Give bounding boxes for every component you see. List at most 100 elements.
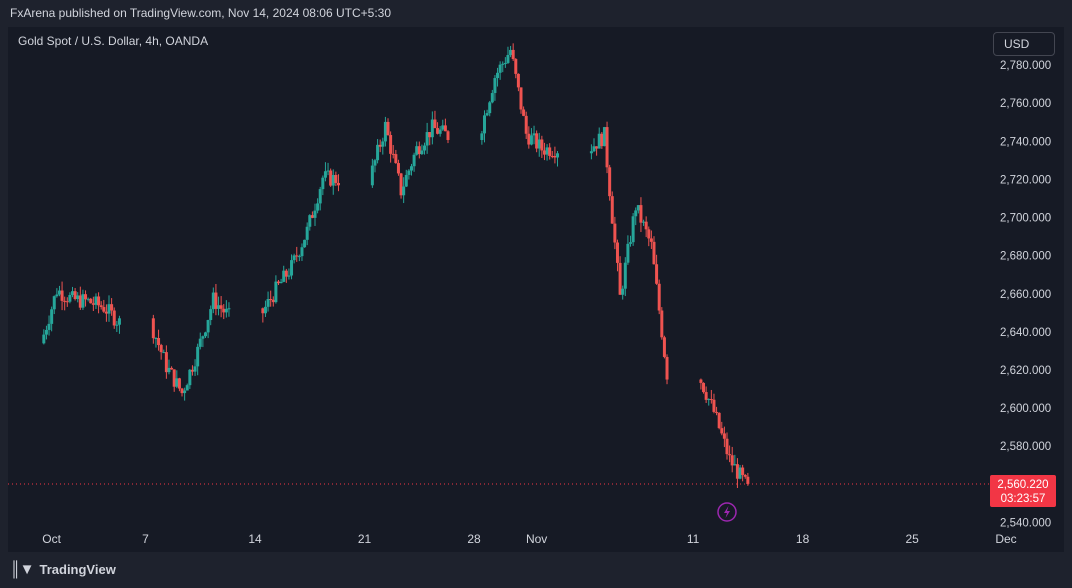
candle-body (170, 367, 174, 370)
candle-body (323, 171, 327, 178)
x-tick-label: 11 (687, 532, 700, 546)
candle-body (292, 255, 296, 261)
candle-body (493, 78, 497, 94)
candle-body (488, 102, 492, 114)
candle-body (219, 305, 223, 309)
candle-body (430, 119, 434, 138)
candle-body (313, 210, 317, 218)
candle-body (318, 189, 322, 204)
candle-body (642, 221, 646, 223)
candle-body (42, 334, 46, 344)
candle-body (409, 166, 413, 171)
y-tick-label: 2,600.000 (1000, 403, 1051, 415)
candle-body (198, 338, 202, 347)
candle-body (117, 318, 121, 325)
lightning-bolt-icon (724, 506, 730, 518)
candle-body (180, 388, 184, 394)
candle-body (662, 337, 666, 357)
candle-body (540, 139, 544, 151)
candle-body (97, 296, 101, 306)
candle-body (423, 145, 427, 151)
candle-body (722, 433, 726, 439)
candle-body (498, 64, 502, 73)
candle-body (589, 151, 593, 154)
candle-body (396, 163, 400, 174)
x-tick-label: Nov (526, 532, 547, 546)
candle-body (647, 229, 651, 239)
candle-body (271, 299, 275, 303)
candle-body (336, 182, 340, 186)
candle-body (381, 141, 385, 147)
candle-body (167, 367, 171, 373)
candle-body (274, 281, 278, 303)
candle-body (57, 290, 61, 295)
candle-body (370, 165, 374, 186)
candle-body (621, 288, 625, 295)
candle-body (649, 238, 653, 242)
candle-body (524, 115, 528, 134)
candle-body (509, 49, 513, 55)
candle-body (172, 369, 176, 387)
candle-body (76, 295, 80, 300)
candle-body (496, 72, 500, 79)
candle-body (295, 255, 299, 257)
candle-body (655, 264, 659, 284)
candle-body (326, 170, 330, 172)
candle-body (660, 310, 664, 338)
candle-body (441, 125, 445, 130)
candle-body (282, 270, 286, 282)
symbol-title[interactable]: Gold Spot / U.S. Dollar, 4h, OANDA (18, 34, 209, 48)
candle-body (402, 186, 406, 196)
candle-body (605, 127, 609, 168)
candle-body (224, 308, 228, 313)
candle-body (522, 109, 526, 116)
candle-body (261, 308, 265, 314)
candle-body (420, 150, 424, 155)
price-chart[interactable]: 2,780.000 2,760.000 2,740.000 2,720.000 2,70… (8, 27, 1064, 552)
candle-body (91, 303, 95, 305)
candle-body (383, 121, 387, 142)
y-tick-label: 2,680.000 (1000, 251, 1051, 263)
y-tick-label: 2,720.000 (1000, 174, 1051, 186)
candle-body (399, 173, 403, 196)
candle-body (490, 93, 494, 103)
candle-body (391, 153, 395, 155)
candle-body (316, 203, 320, 211)
candle-body (529, 135, 533, 145)
candle-body (741, 467, 745, 475)
x-tick-label: 14 (248, 532, 262, 546)
candle-body (618, 262, 622, 295)
y-tick-label: 2,580.000 (1000, 441, 1051, 453)
candle-body (610, 196, 614, 224)
y-tick-label: 2,660.000 (1000, 289, 1051, 301)
candle-body (712, 399, 716, 412)
candle-body (511, 49, 515, 60)
candle-body (634, 210, 638, 217)
last-price-badge (990, 474, 1056, 507)
candle-body (556, 153, 560, 158)
candle-body (227, 308, 231, 310)
currency-button[interactable]: USD (993, 32, 1055, 56)
candle-body (535, 133, 539, 149)
candle-body (665, 356, 669, 380)
candle-body (592, 146, 596, 152)
tradingview-brand[interactable]: ║▼ TradingView (10, 561, 116, 578)
candle-body (47, 323, 51, 330)
candle-body (519, 87, 523, 110)
candle-body (425, 132, 429, 146)
candle-body (553, 155, 557, 158)
x-tick-label: 21 (358, 532, 372, 546)
last-price-label: 2,560.220 (997, 479, 1048, 491)
candle-body (394, 154, 398, 164)
candle-body (68, 294, 72, 302)
candle-body (412, 154, 416, 167)
candle-body (602, 127, 606, 147)
candle-body (389, 135, 393, 154)
chart-area[interactable]: 2,780.000 2,760.000 2,740.000 2,720.000 2,70… (8, 27, 1064, 552)
lightning-alert-icon[interactable] (717, 502, 737, 522)
candle-body (702, 382, 706, 393)
candle-body (720, 428, 724, 434)
candle-body (636, 205, 640, 211)
candle-body (284, 270, 288, 277)
bar-countdown-label: 03:23:57 (1001, 493, 1046, 505)
